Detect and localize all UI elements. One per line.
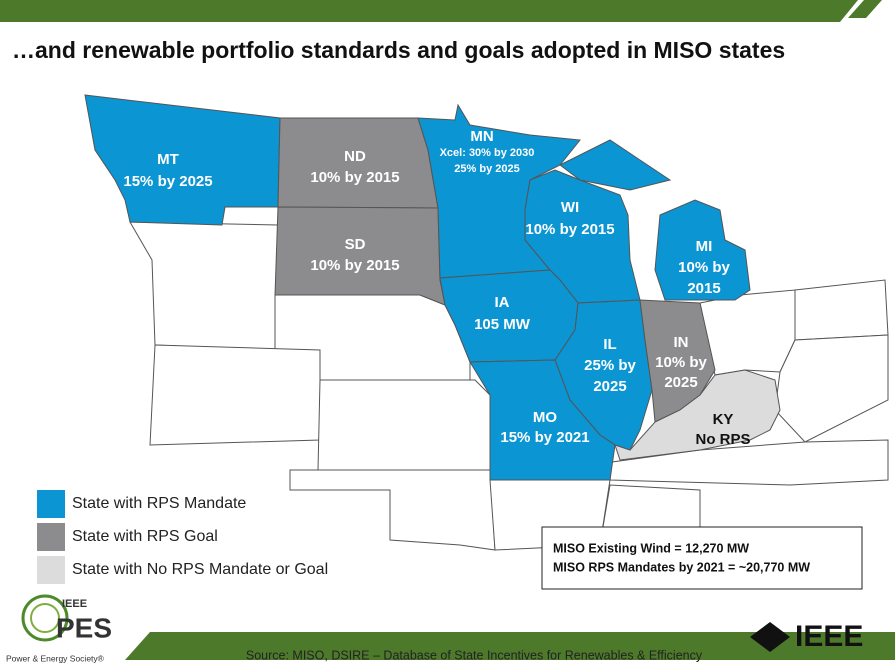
state-target: 10% by 2015 — [310, 169, 399, 186]
state-shapes — [84, 94, 781, 481]
state-name: MT — [157, 151, 179, 168]
logo-caption: Power & Energy Society® — [6, 653, 105, 663]
state-target: 105 MW — [474, 316, 531, 333]
state-target: No RPS — [695, 431, 750, 448]
logo-pes: PES — [56, 612, 112, 643]
legend-label: State with RPS Goal — [72, 528, 218, 545]
state-target: 2025 — [664, 374, 697, 391]
state — [84, 94, 281, 226]
state-target: 15% by 2021 — [500, 429, 589, 446]
state-target: 25% by — [584, 357, 636, 374]
top-bar-accent — [848, 0, 882, 18]
top-bar — [0, 0, 858, 22]
legend-swatch — [37, 490, 65, 518]
white-states — [129, 221, 889, 551]
state-target: 10% by 2015 — [525, 221, 614, 238]
legend-label: State with RPS Mandate — [72, 495, 246, 512]
state-target: 10% by 2015 — [310, 257, 399, 274]
logo-right — [750, 622, 790, 652]
state-target: 15% by 2025 — [123, 173, 212, 190]
state-name: MI — [696, 238, 713, 255]
logo-left — [21, 594, 69, 642]
state-name: IA — [495, 294, 510, 311]
summary-line: MISO RPS Mandates by 2021 = ~20,770 MW — [553, 560, 810, 574]
state-name: MN — [470, 128, 493, 145]
state-name: IL — [603, 336, 616, 353]
state-target: 10% by — [678, 259, 730, 276]
state-target: 2015 — [687, 280, 720, 297]
state-name: WI — [561, 199, 579, 216]
legend-swatch — [37, 556, 65, 584]
bottom-bar — [125, 632, 895, 660]
state-name: ND — [344, 148, 366, 165]
title: …and renewable portfolio standards and g… — [12, 37, 786, 63]
state-target: 10% by — [655, 354, 707, 371]
state — [654, 199, 751, 301]
state-name: KY — [713, 411, 734, 428]
source: Source: MISO, DSIRE – Database of State … — [246, 648, 703, 662]
summary-line: MISO Existing Wind = 12,270 MW — [553, 541, 749, 555]
state — [559, 139, 672, 191]
state-target: 25% by 2025 — [454, 163, 519, 175]
logo-ieee: IEEE — [795, 620, 863, 653]
state-target: 2025 — [593, 378, 626, 395]
logo-ieee-small: IEEE — [62, 598, 87, 610]
summary-box — [541, 526, 863, 590]
state-name: SD — [345, 236, 366, 253]
state-name: MO — [533, 409, 557, 426]
legend-swatch — [37, 523, 65, 551]
state — [614, 369, 781, 461]
legend-label: State with No RPS Mandate or Goal — [72, 561, 328, 578]
state-target: Xcel: 30% by 2030 — [440, 147, 535, 159]
state-name: IN — [674, 334, 689, 351]
